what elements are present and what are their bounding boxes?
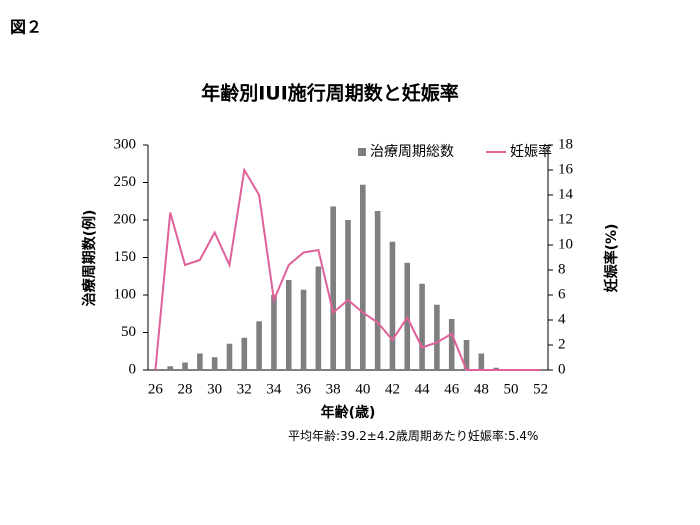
y2-tick-label: 16 bbox=[558, 161, 574, 177]
legend-label: 治療周期総数 bbox=[370, 143, 454, 160]
y-tick-label: 100 bbox=[114, 286, 137, 302]
x-tick-label: 28 bbox=[178, 381, 193, 397]
bar bbox=[389, 241, 396, 370]
bar bbox=[241, 337, 248, 370]
figure-label: 図２ bbox=[10, 18, 42, 37]
bar bbox=[478, 353, 485, 370]
bar bbox=[374, 211, 381, 370]
y2-tick-label: 2 bbox=[558, 336, 566, 352]
bar bbox=[182, 362, 188, 370]
y2-axis-label: 妊娠率(%) bbox=[603, 224, 620, 293]
x-tick-label: 50 bbox=[503, 381, 518, 397]
y-tick-label: 300 bbox=[114, 136, 137, 152]
x-tick-label: 34 bbox=[266, 381, 282, 397]
y2-tick-label: 0 bbox=[558, 361, 566, 377]
x-tick-label: 42 bbox=[385, 381, 400, 397]
x-tick-label: 36 bbox=[296, 381, 312, 397]
legend-swatch bbox=[358, 148, 366, 156]
bar bbox=[197, 353, 203, 370]
bar bbox=[271, 295, 277, 370]
bar bbox=[434, 304, 440, 370]
x-tick-label: 38 bbox=[326, 381, 341, 397]
y2-tick-label: 4 bbox=[558, 311, 566, 327]
note: 平均年齢:39.2±4.2歳周期あたり妊娠率:5.4% bbox=[288, 429, 539, 443]
y2-tick-label: 12 bbox=[558, 211, 573, 227]
x-tick-label: 48 bbox=[474, 381, 489, 397]
bar bbox=[360, 184, 366, 370]
bar bbox=[463, 340, 470, 370]
y2-tick-label: 6 bbox=[558, 286, 566, 302]
x-tick-label: 32 bbox=[237, 381, 252, 397]
x-tick-label: 30 bbox=[207, 381, 222, 397]
bar bbox=[256, 321, 262, 370]
x-tick-label: 52 bbox=[533, 381, 548, 397]
x-tick-label: 46 bbox=[444, 381, 460, 397]
bar bbox=[330, 206, 336, 370]
bar bbox=[226, 343, 233, 370]
bar bbox=[493, 367, 499, 370]
bar bbox=[211, 357, 218, 370]
x-tick-label: 26 bbox=[148, 381, 164, 397]
y2-tick-label: 10 bbox=[558, 236, 573, 252]
legend-label: 妊娠率 bbox=[510, 143, 552, 160]
line bbox=[154, 167, 541, 371]
y2-tick-label: 18 bbox=[558, 136, 573, 152]
bar bbox=[448, 319, 455, 370]
y-tick-label: 0 bbox=[129, 361, 137, 377]
y-tick-label: 200 bbox=[114, 211, 137, 227]
y-axis-label: 治療周期数(例) bbox=[81, 210, 98, 307]
x-tick-label: 44 bbox=[415, 381, 431, 397]
bar bbox=[167, 366, 174, 370]
y-tick-label: 150 bbox=[114, 249, 137, 265]
x-tick-label: 40 bbox=[355, 381, 370, 397]
y-tick-label: 250 bbox=[114, 174, 137, 190]
bar bbox=[300, 289, 307, 370]
y2-tick-label: 14 bbox=[558, 186, 574, 202]
y-tick-label: 50 bbox=[121, 324, 136, 340]
y2-tick-label: 8 bbox=[558, 261, 566, 277]
bar bbox=[345, 220, 351, 370]
x-axis-label: 年齢(歳) bbox=[321, 404, 376, 421]
chart-title: 年齢別IUI施行周期数と妊娠率 bbox=[201, 82, 459, 105]
bar bbox=[315, 266, 322, 370]
bar bbox=[285, 280, 292, 370]
bar bbox=[419, 283, 425, 370]
